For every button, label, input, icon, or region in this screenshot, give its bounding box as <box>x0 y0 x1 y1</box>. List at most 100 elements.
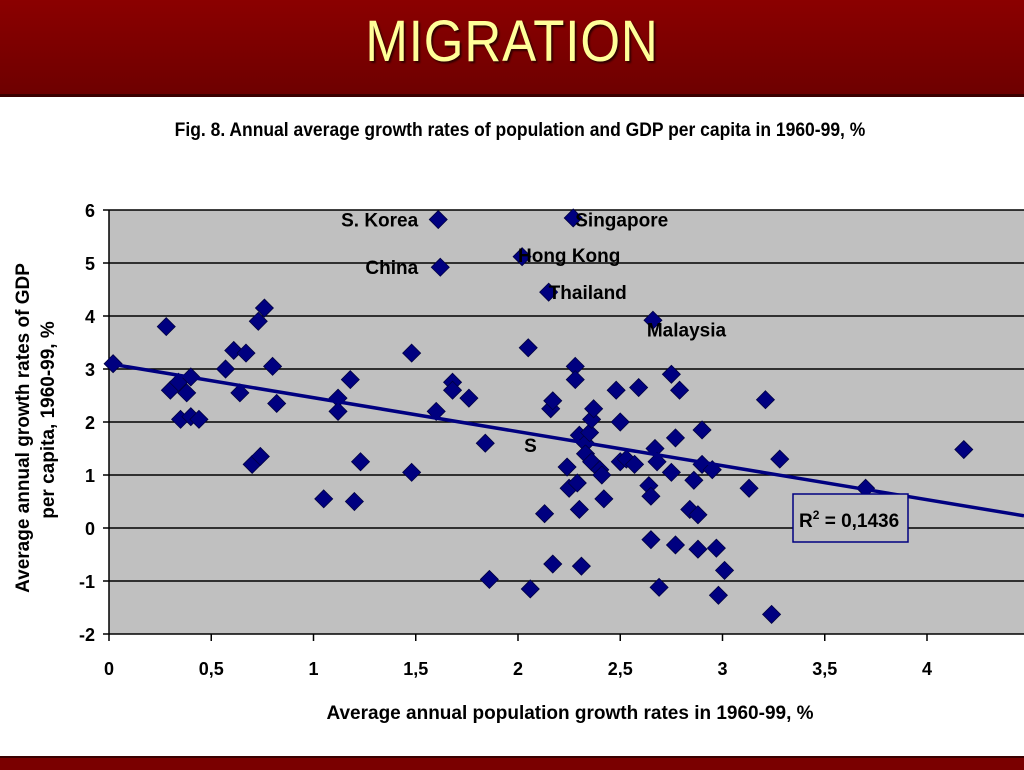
x-tick-label-1: 0,5 <box>199 659 224 679</box>
data-point-69 <box>641 530 661 550</box>
data-point-23 <box>344 491 364 512</box>
data-point-12 <box>236 343 256 363</box>
data-point-19 <box>314 489 334 509</box>
annotation-singapore: Singapore <box>575 211 668 232</box>
x-tick-label-5: 2,5 <box>608 659 633 679</box>
data-point-75 <box>661 462 681 482</box>
annotation-s: S <box>524 436 537 457</box>
x-tick-label-7: 3,5 <box>812 659 837 679</box>
data-point-38 <box>535 504 555 524</box>
data-point-60 <box>594 489 614 509</box>
x-tick-label-4: 2 <box>513 659 523 679</box>
x-tick-label-0: 0 <box>104 659 114 679</box>
data-point-50 <box>571 556 591 576</box>
data-point-25 <box>402 343 422 363</box>
y-tick-label-0: -2 <box>79 625 95 645</box>
data-point-43 <box>557 457 577 477</box>
data-point-49 <box>569 499 589 520</box>
data-point-32 <box>459 388 479 408</box>
y-axis-title-line2: per capita, 1960-99, % <box>38 321 59 519</box>
data-point-82 <box>688 539 708 559</box>
data-point-35 <box>512 247 532 267</box>
data-point-77 <box>665 535 686 555</box>
x-ticks: 00,511,522,533,544 <box>104 634 932 679</box>
data-point-61 <box>606 380 626 400</box>
data-point-33 <box>475 433 495 453</box>
data-point-8 <box>189 409 209 429</box>
data-point-81 <box>688 505 708 525</box>
annotation-thailand: Thailand <box>549 283 627 304</box>
data-point-78 <box>669 380 690 400</box>
y-tick-label-4: 2 <box>85 413 95 433</box>
y-axis-title-line1: Average annual growth rates of GDP <box>13 263 34 593</box>
x-tick-label-6: 3 <box>717 659 727 679</box>
data-point-1 <box>156 317 176 337</box>
data-point-39 <box>539 282 559 302</box>
x-tick-label-3: 1,5 <box>403 659 428 679</box>
point-annotations: S. Korea Singapore Hong Kong China Thailand M… <box>341 211 726 457</box>
y-tick-label-5: 3 <box>85 360 95 380</box>
slide-title: MIGRATION <box>365 9 659 74</box>
data-point-24 <box>350 452 371 472</box>
data-points <box>103 208 974 624</box>
x-tick-label-8: 4 <box>922 659 932 679</box>
data-point-55 <box>584 399 604 419</box>
data-point-9 <box>215 359 236 379</box>
data-point-90 <box>755 390 776 410</box>
data-point-37 <box>520 579 540 599</box>
data-point-47 <box>565 370 585 390</box>
data-point-94 <box>954 439 974 460</box>
data-point-74 <box>661 364 681 384</box>
trend-line <box>108 361 1024 518</box>
figure-caption: Fig. 8. Annual average growth rates of p… <box>174 120 866 141</box>
data-point-86 <box>706 538 726 558</box>
data-point-70 <box>643 310 663 330</box>
data-point-14 <box>254 298 274 318</box>
data-point-18 <box>250 446 270 467</box>
data-point-76 <box>665 428 686 448</box>
data-point-36 <box>518 338 538 358</box>
x-axis-title: Average annual population growth rates i… <box>326 703 813 724</box>
x-tick-label-2: 1 <box>308 659 318 679</box>
data-point-42 <box>543 554 563 574</box>
slide-footer <box>0 756 1024 770</box>
y-tick-label-7: 5 <box>85 254 95 274</box>
data-point-11 <box>230 383 250 403</box>
y-tick-label-6: 4 <box>85 307 95 327</box>
data-point-66 <box>629 377 649 398</box>
y-tick-label-8: 6 <box>85 201 95 221</box>
annotation-malaysia: Malaysia <box>647 320 727 341</box>
data-point-41 <box>543 391 563 411</box>
data-point-48 <box>567 473 587 493</box>
data-point-92 <box>770 449 790 469</box>
data-point-34 <box>479 569 499 589</box>
y-tick-label-2: 0 <box>85 519 95 539</box>
data-point-45 <box>563 208 583 228</box>
data-point-88 <box>714 560 735 580</box>
data-point-80 <box>684 470 704 490</box>
y-tick-label-1: -1 <box>79 572 95 592</box>
data-point-16 <box>267 393 287 414</box>
data-point-22 <box>340 370 360 390</box>
data-point-91 <box>762 604 782 624</box>
data-point-65 <box>624 454 645 474</box>
data-point-73 <box>649 577 669 597</box>
annotation-hong-kong: Hong Kong <box>518 246 620 267</box>
data-point-31 <box>442 380 463 400</box>
data-point-84 <box>692 420 712 440</box>
data-point-26 <box>402 462 422 482</box>
y-tick-label-3: 1 <box>85 466 95 486</box>
r-squared-box: R2 = 0,1436 <box>792 493 909 543</box>
slide-header: MIGRATION <box>0 0 1024 97</box>
data-point-4 <box>177 383 197 403</box>
data-point-62 <box>610 412 630 432</box>
annotation-china: China <box>365 258 418 279</box>
data-point-29 <box>430 257 450 277</box>
data-point-10 <box>224 340 244 361</box>
data-point-87 <box>708 585 728 605</box>
y-ticks: -2 -1 0 1 2 3 4 5 6 <box>79 201 109 645</box>
data-point-13 <box>248 311 268 331</box>
data-point-53 <box>580 423 600 443</box>
data-point-21 <box>328 401 348 421</box>
